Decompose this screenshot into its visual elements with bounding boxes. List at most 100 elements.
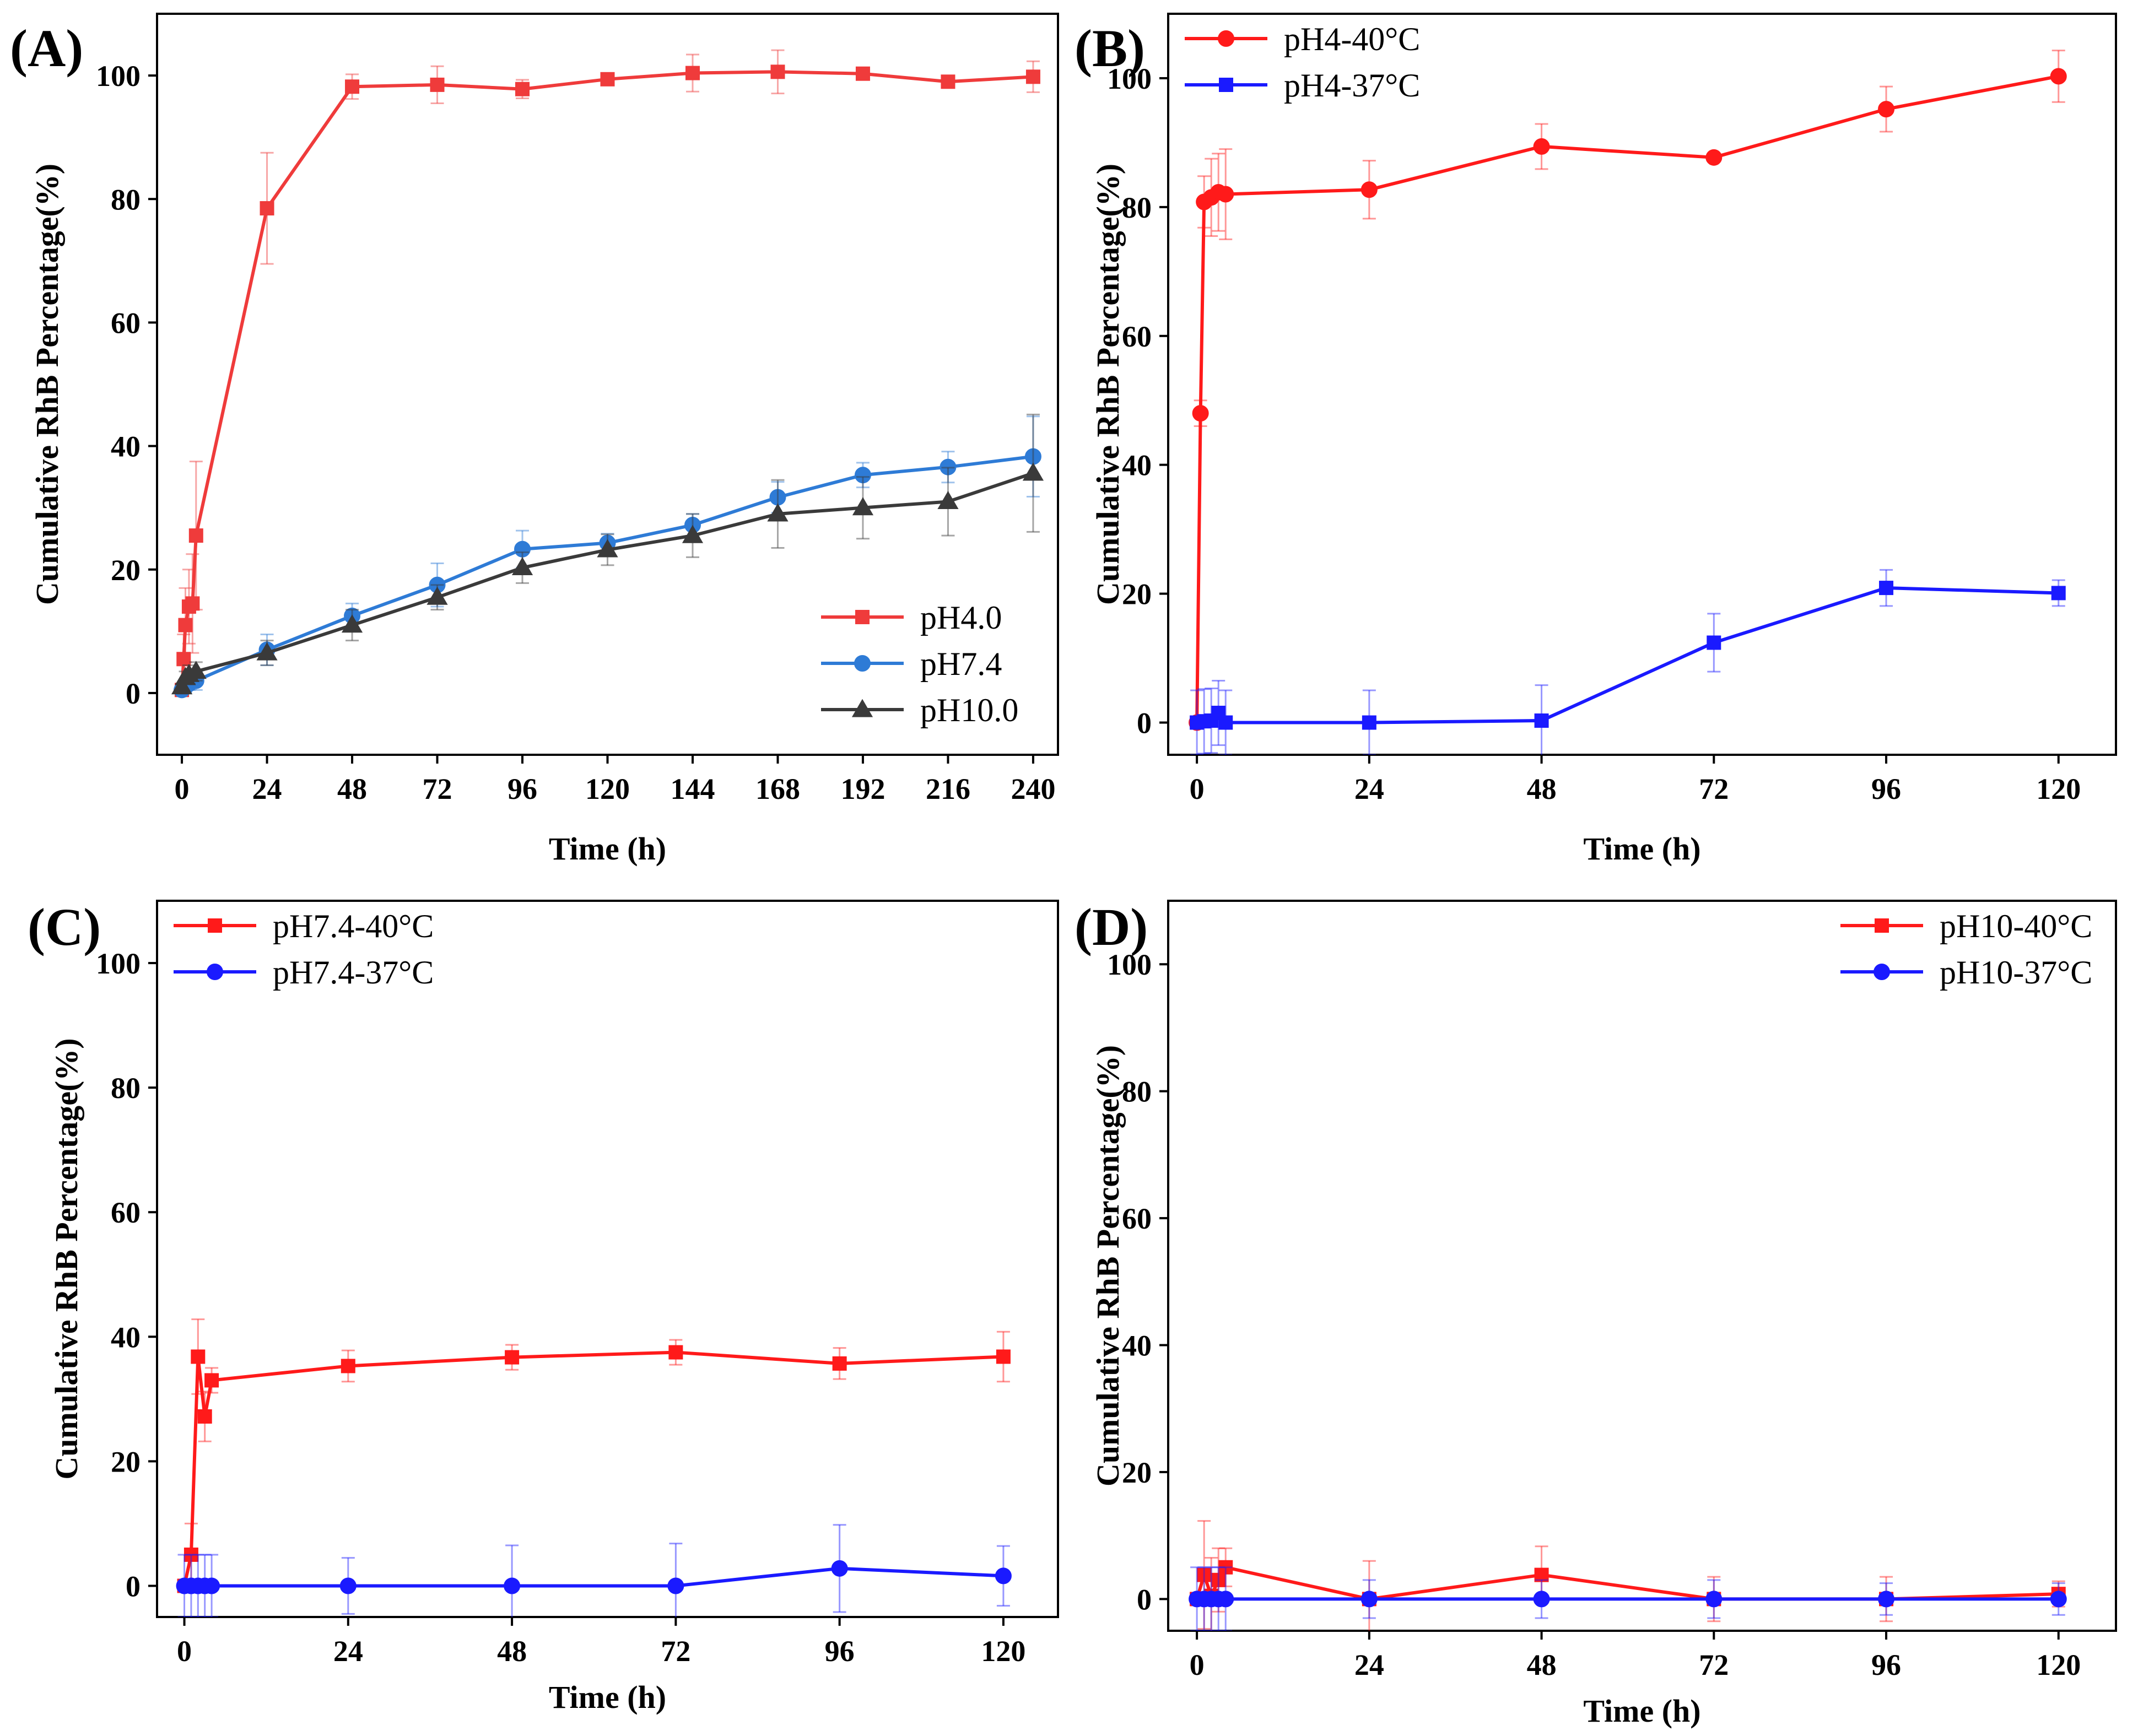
data-point <box>855 66 870 81</box>
data-point <box>682 524 704 543</box>
data-point <box>854 467 871 484</box>
x-tick-label: 216 <box>926 772 970 805</box>
x-tick-label: 24 <box>333 1635 363 1668</box>
x-axis-title: Time (h) <box>1583 1693 1700 1729</box>
data-point <box>426 586 448 605</box>
data-point <box>1534 1567 1549 1582</box>
series-pH10-37°C <box>1189 1566 2067 1631</box>
data-point <box>937 491 959 510</box>
y-tick-label: 0 <box>1137 707 1152 740</box>
x-tick-label: 96 <box>507 772 537 805</box>
data-point <box>685 66 700 80</box>
y-tick-label: 40 <box>1122 449 1152 482</box>
x-tick-label: 72 <box>1699 772 1729 805</box>
y-tick-label: 40 <box>111 1321 141 1354</box>
legend-label: pH7.4-37°C <box>273 954 434 991</box>
y-tick-label: 40 <box>1122 1329 1152 1362</box>
x-tick-label: 72 <box>661 1635 690 1668</box>
data-point <box>183 1547 198 1562</box>
x-tick-label: 24 <box>252 772 282 805</box>
data-point <box>1533 1591 1550 1608</box>
data-point <box>341 1359 355 1373</box>
data-point <box>2051 586 2066 601</box>
data-point <box>1707 635 1721 650</box>
plot-frame <box>156 900 1059 1618</box>
legend-marker <box>1218 30 1234 47</box>
series-pH4.0 <box>175 49 1040 697</box>
data-point <box>341 614 363 633</box>
data-point <box>941 74 955 89</box>
data-point <box>178 618 193 632</box>
data-point <box>256 642 278 661</box>
data-point <box>1192 405 1209 422</box>
y-tick-label: 100 <box>96 60 141 93</box>
legend-marker <box>1874 964 1890 980</box>
y-tick-label: 60 <box>1122 320 1152 353</box>
y-tick-label: 0 <box>1137 1583 1152 1616</box>
y-tick-label: 60 <box>111 1196 141 1229</box>
series-pH10.0 <box>171 413 1044 695</box>
y-tick-label: 20 <box>111 554 141 587</box>
y-tick-label: 100 <box>96 947 141 980</box>
x-tick-label: 120 <box>585 772 630 805</box>
series-line <box>184 1566 1004 1588</box>
legend: pH10-40°C pH10-37°C <box>1840 908 2092 991</box>
x-tick-label: 0 <box>177 1635 192 1668</box>
data-point <box>1360 181 1378 198</box>
series-line <box>1195 74 2059 723</box>
x-axis-title: Time (h) <box>1583 831 1700 867</box>
x-tick-label: 48 <box>1527 1648 1557 1681</box>
legend: pH4-40°C pH4-37°C <box>1185 21 1420 104</box>
data-point <box>171 676 193 695</box>
data-point <box>832 1356 847 1371</box>
series-pH7.4-37°C <box>176 1524 1012 1617</box>
data-point <box>505 1350 520 1365</box>
legend-marker <box>854 655 871 672</box>
chart-panel-c: 0 24 48 72 96 120 0 20 40 60 80 100 Time (h) Cumulati… <box>28 897 1059 1715</box>
data-point <box>204 1373 219 1388</box>
legend-marker <box>1219 78 1233 92</box>
series-pH4-40°C <box>1189 50 2067 731</box>
data-point <box>831 1560 848 1577</box>
data-point <box>852 497 874 516</box>
series-pH4-37°C <box>1190 569 2066 755</box>
data-point <box>504 1577 521 1594</box>
legend-marker <box>207 964 223 980</box>
legend-label: pH10-40°C <box>1940 908 2092 944</box>
x-tick-label: 240 <box>1011 772 1055 805</box>
data-point <box>995 1567 1012 1584</box>
chart-panel-b: 0 24 48 72 96 120 0 20 40 60 80 100 Time (h) Cumulati… <box>1075 13 2117 867</box>
data-point <box>996 1349 1011 1364</box>
data-point <box>260 201 274 216</box>
data-point <box>600 72 615 86</box>
legend-marker <box>1875 918 1889 933</box>
legend-marker <box>851 699 873 717</box>
y-tick-label: 40 <box>111 430 141 463</box>
data-point <box>511 557 533 575</box>
data-point <box>191 1349 206 1364</box>
data-point <box>1533 138 1550 155</box>
x-tick-label: 48 <box>497 1635 527 1668</box>
y-tick-label: 20 <box>111 1445 141 1478</box>
y-tick-label: 80 <box>111 1072 141 1105</box>
data-point <box>1705 1591 1723 1608</box>
data-point <box>185 661 207 679</box>
data-point <box>1360 1591 1378 1608</box>
series-pH7.4-40°C <box>177 1318 1011 1593</box>
x-axis-title: Time (h) <box>549 1679 666 1715</box>
legend-label: pH10-37°C <box>1940 954 2092 991</box>
y-tick-label: 80 <box>1122 1075 1152 1108</box>
x-tick-label: 144 <box>670 772 715 805</box>
x-tick-label: 48 <box>1527 772 1557 805</box>
x-tick-label: 192 <box>840 772 885 805</box>
y-axis-title: Cumulative RhB Percentage(%) <box>48 1038 84 1479</box>
legend-marker <box>855 610 870 624</box>
x-tick-label: 72 <box>423 772 452 805</box>
data-point <box>1217 186 1234 203</box>
data-point <box>1217 1591 1234 1608</box>
data-point <box>176 652 191 667</box>
x-tick-label: 72 <box>1699 1648 1729 1681</box>
legend-label: pH4-37°C <box>1284 67 1420 104</box>
y-axis-title: Cumulative RhB Percentage(%) <box>1090 1045 1126 1486</box>
